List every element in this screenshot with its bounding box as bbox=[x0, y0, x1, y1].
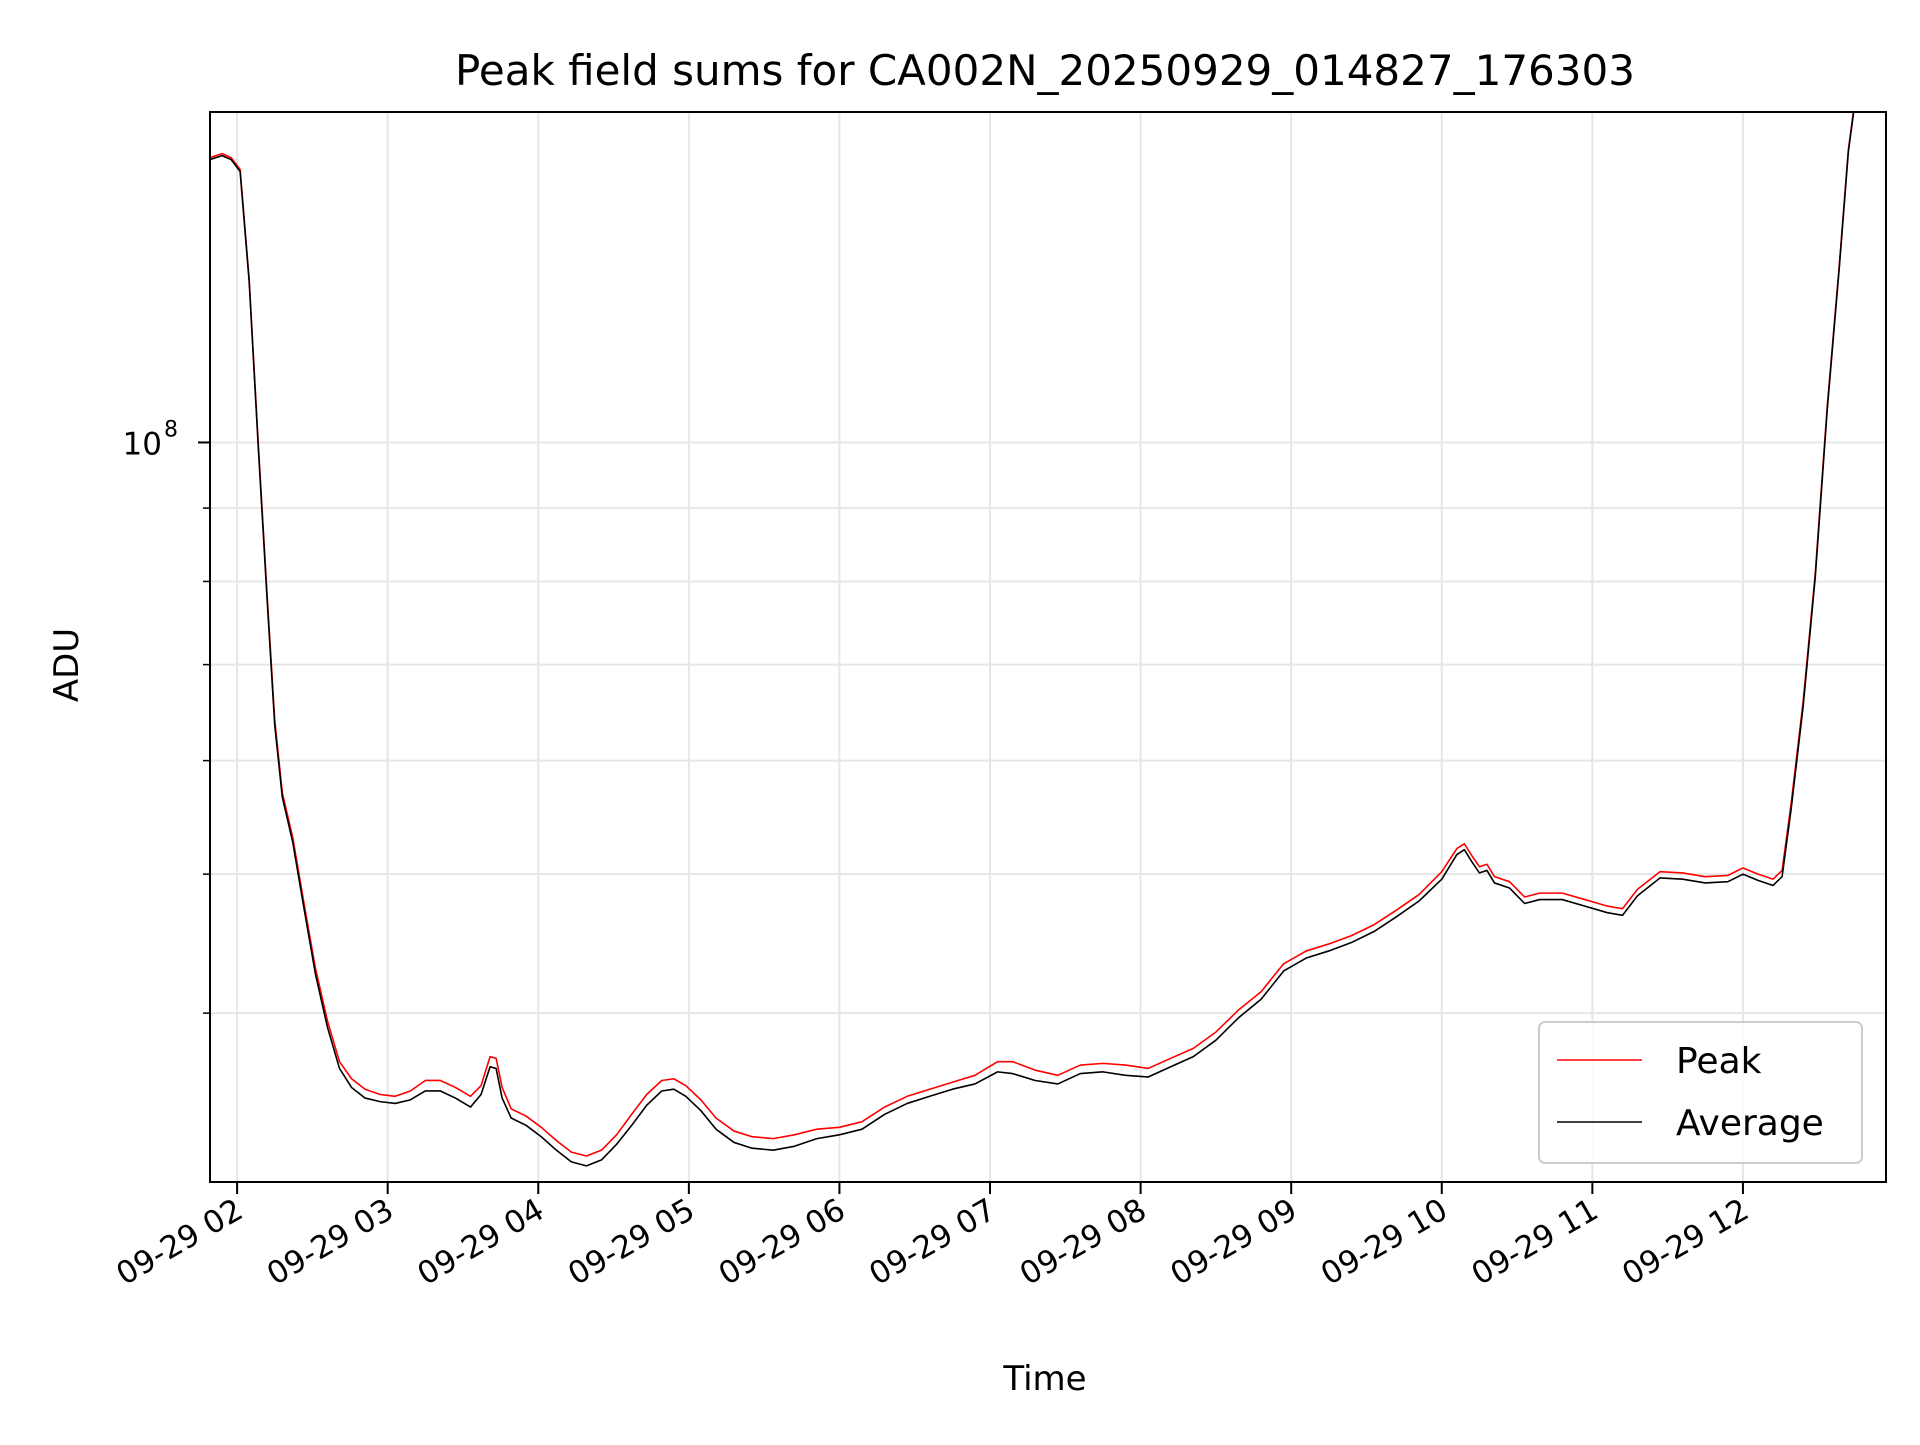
plot-frame bbox=[209, 111, 1887, 1183]
series-line-average bbox=[210, 112, 1855, 1167]
legend-label-peak: Peak bbox=[1676, 1041, 1762, 1082]
legend: Peak Average bbox=[1538, 1021, 1863, 1164]
grid-layer bbox=[210, 112, 1886, 1182]
x-axis-label: Time bbox=[1002, 1359, 1086, 1399]
legend-label-average: Average bbox=[1676, 1103, 1824, 1144]
chart-title: Peak field sums for CA002N_20250929_0148… bbox=[455, 46, 1635, 95]
y-tick-label-exponent: 8 bbox=[164, 417, 178, 442]
legend-box bbox=[1538, 1021, 1863, 1164]
series-layer bbox=[210, 112, 1855, 1167]
series-line-peak bbox=[210, 112, 1855, 1157]
y-axis-label: ADU bbox=[47, 628, 87, 702]
y-tick-label: 10 bbox=[123, 426, 162, 462]
